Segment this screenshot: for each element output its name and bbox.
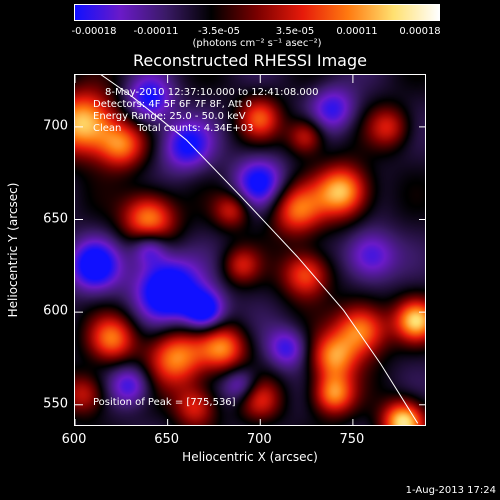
colorbar-tick-label: -3.5e-05	[198, 26, 240, 37]
y-tick-label: 650	[43, 211, 68, 226]
colorbar-units: (photons cm⁻² s⁻¹ asec⁻²)	[192, 38, 322, 49]
clean-counts-label: Clean Total counts: 4.34E+03	[93, 123, 254, 134]
plot-area: 8-May-2010 12:37:10.000 to 12:41:08.000 …	[74, 74, 426, 426]
peak-position-label: Position of Peak = [775,536]	[93, 397, 236, 408]
limb-polyline	[100, 75, 419, 424]
colorbar-tick-label: 0.00018	[399, 26, 441, 37]
y-axis-label: Heliocentric Y (arcsec)	[6, 183, 20, 318]
y-tick-label: 600	[43, 303, 68, 319]
chart-title: Reconstructed RHESSI Image	[133, 51, 367, 70]
solar-limb-line	[75, 75, 425, 425]
energy-range-label: Energy Range: 25.0 - 50.0 keV	[93, 111, 246, 122]
y-tick-label: 700	[43, 118, 68, 134]
colorbar-tick-label: 3.5e-05	[275, 26, 315, 37]
x-axis-label: Heliocentric X (arcsec)	[182, 450, 318, 464]
detectors-label: Detectors: 4F 5F 6F 7F 8F, Att 0	[93, 99, 253, 110]
x-tick-label: 750	[339, 432, 365, 447]
x-tick-label: 600	[61, 432, 87, 447]
colorbar-tick-label: -0.00011	[133, 26, 179, 37]
footer-timestamp: 1-Aug-2013 17:24	[405, 485, 496, 496]
time-range-label: 8-May-2010 12:37:10.000 to 12:41:08.000	[105, 87, 319, 98]
heatmap-image	[75, 75, 425, 425]
x-tick-label: 700	[246, 432, 272, 447]
colorbar	[74, 4, 440, 21]
y-axis-label-text: Heliocentric Y (arcsec)	[6, 182, 20, 318]
y-tick-label: 550	[43, 396, 68, 412]
colorbar-tick-label: -0.00018	[71, 26, 117, 37]
x-tick-label: 650	[154, 432, 180, 447]
colorbar-tick-label: 0.00011	[336, 26, 378, 37]
